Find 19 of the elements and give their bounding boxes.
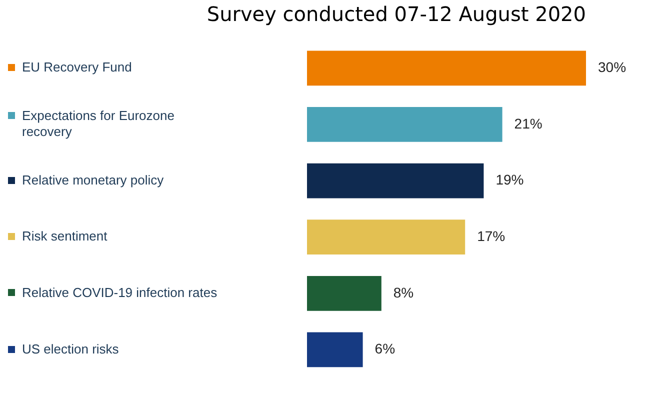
bar xyxy=(307,163,484,198)
data-label: 30% xyxy=(598,59,626,76)
data-label: 17% xyxy=(477,228,506,244)
y-tick-label: Relative monetary policy xyxy=(22,172,164,188)
y-tick-label: Relative COVID-19 infection rates xyxy=(22,284,218,300)
y-tick-label: Expectations for Eurozone recovery xyxy=(22,108,174,140)
data-label: 6% xyxy=(374,340,396,357)
y-tick-label: EU Recovery Fund xyxy=(22,60,132,75)
data-label: 8% xyxy=(393,284,414,300)
bar xyxy=(307,276,382,311)
data-label: 21% xyxy=(514,115,542,132)
chart-title: Survey conducted 07-12 August 2020 xyxy=(206,2,586,26)
y-tick-label: US election risks xyxy=(22,341,120,356)
data-label: 19% xyxy=(496,172,524,188)
bar xyxy=(307,50,586,86)
bar xyxy=(307,332,363,368)
bar xyxy=(307,107,502,142)
bar xyxy=(307,220,466,255)
y-tick-label: Risk sentiment xyxy=(22,228,108,244)
